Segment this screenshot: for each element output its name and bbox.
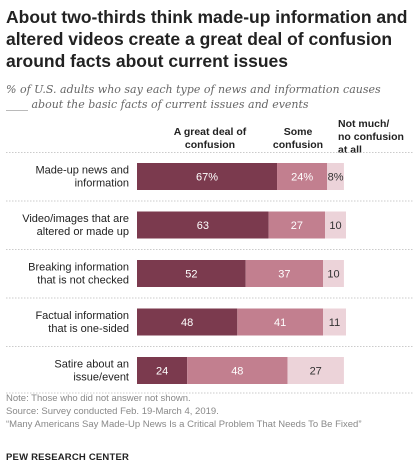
data-label-great-deal: 24 — [156, 366, 168, 378]
category-label: Made-up news and information — [35, 165, 129, 190]
data-label-some: 48 — [231, 366, 243, 378]
bar-segment-great-deal — [137, 163, 278, 190]
legend-great-deal-line1: A great deal of — [173, 126, 247, 138]
bar-segment-great-deal — [137, 308, 238, 336]
data-label-great-deal: 48 — [181, 317, 193, 329]
bar-segment-not-much — [287, 357, 344, 384]
category-label: Satire about an issue/event — [54, 359, 129, 384]
legend-some: Some confusion — [262, 126, 334, 152]
data-label-not-much: 8% — [328, 172, 344, 184]
category-label: Factual information that is one-sided — [35, 310, 129, 335]
source-text: Source: Survey conducted Feb. 19-March 4… — [6, 406, 219, 417]
legend-great-deal-line2: confusion — [184, 139, 236, 151]
bar-segment-some — [245, 260, 324, 287]
legend-not-much: Not much/ no confusion at all — [338, 118, 418, 157]
bar-segment-some — [237, 308, 324, 336]
data-label-some: 37 — [278, 269, 290, 281]
data-label-not-much: 10 — [329, 220, 341, 232]
bar-segment-great-deal — [137, 357, 188, 384]
data-label-great-deal: 67% — [196, 172, 218, 184]
chart-subtitle: % of U.S. adults who say each type of ne… — [6, 83, 381, 111]
data-label-not-much: 11 — [329, 317, 340, 329]
legend-some-line1: Some — [283, 126, 313, 138]
bar-segment-not-much — [327, 163, 344, 190]
report-title-text: “Many Americans Say Made-Up News Is a Cr… — [6, 419, 362, 430]
bar-segment-great-deal — [137, 211, 269, 239]
legend-great-deal: A great deal of confusion — [150, 126, 270, 152]
bar-segment-not-much — [323, 308, 346, 336]
bar-segment-great-deal — [137, 260, 246, 287]
data-label-some: 24% — [291, 172, 313, 184]
pew-research-center-logo: PEW RESEARCH CENTER — [6, 452, 130, 463]
legend-not-much-line2: no confusion — [338, 131, 404, 143]
data-label-some: 27 — [291, 220, 303, 232]
data-label-some: 41 — [274, 317, 286, 329]
data-label-great-deal: 52 — [185, 269, 197, 281]
bar-segment-some — [268, 211, 326, 239]
category-label: Breaking information that is not checked — [28, 262, 129, 287]
chart-title: About two-thirds think made-up informati… — [6, 7, 408, 71]
data-label-not-much: 10 — [327, 269, 339, 281]
bar-segment-not-much — [325, 211, 346, 239]
bar-segment-not-much — [323, 260, 344, 287]
data-label-great-deal: 63 — [197, 220, 209, 232]
legend-not-much-line3: at all — [338, 144, 362, 156]
legend-not-much-line1: Not much/ — [338, 118, 390, 130]
legend-some-line2: confusion — [272, 139, 324, 151]
category-label: Video/images that are altered or made up — [22, 213, 129, 238]
bar-segment-some — [187, 357, 288, 384]
bar-segment-some — [277, 163, 328, 190]
data-label-not-much: 27 — [310, 366, 322, 378]
note-text: Note: Those who did not answer not shown… — [6, 393, 191, 404]
